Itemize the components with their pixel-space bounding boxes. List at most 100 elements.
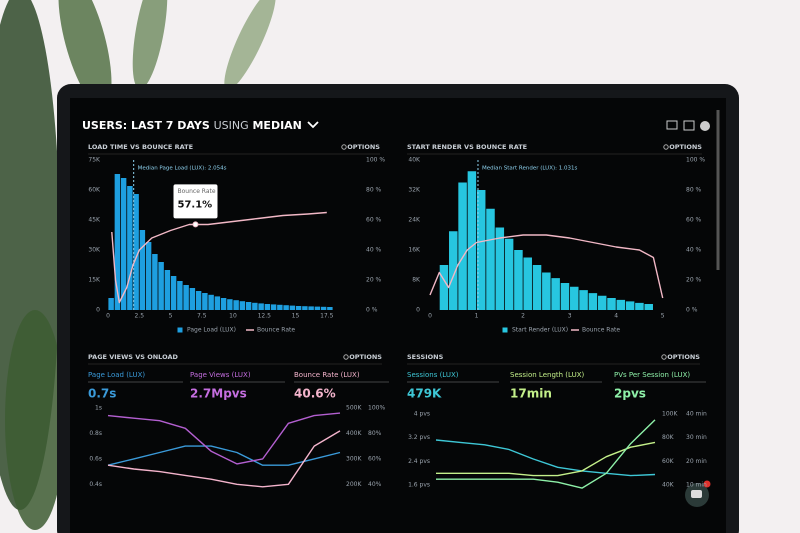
y-tick-label: 3.2 pvs bbox=[408, 434, 430, 441]
histogram-bar bbox=[139, 230, 146, 310]
options-gear[interactable] bbox=[343, 354, 349, 360]
histogram-bar bbox=[158, 262, 164, 310]
histogram-bar bbox=[270, 304, 277, 310]
options-gear[interactable] bbox=[663, 144, 669, 150]
histogram-bar bbox=[164, 270, 171, 310]
histogram-bar bbox=[458, 182, 467, 310]
y-tick-label: 0.6s bbox=[89, 455, 102, 462]
options-button[interactable]: OPTIONS bbox=[349, 353, 382, 361]
kpi-label: Page Views (LUX) bbox=[190, 371, 251, 379]
kpi-label: Sessions (LUX) bbox=[407, 371, 459, 379]
histogram-bar bbox=[114, 174, 121, 310]
y2-tick-label: 60K bbox=[662, 458, 675, 465]
y-tick-label: 40K bbox=[408, 157, 421, 164]
y2-tick-label: 20 % bbox=[686, 277, 702, 284]
y-tick-label: 1.6 pvs bbox=[408, 482, 430, 489]
legend-label[interactable]: Page Load (LUX) bbox=[187, 327, 236, 334]
median-annotation: Median Start Render (LUX): 1.031s bbox=[482, 166, 577, 172]
x-tick-label: 4 bbox=[614, 313, 618, 320]
histogram-bar bbox=[233, 300, 239, 310]
x-tick-label: 2 bbox=[521, 313, 525, 320]
panel-title: LOAD TIME VS BOUNCE RATE bbox=[88, 143, 193, 151]
histogram-bar bbox=[308, 306, 314, 310]
dropdown-chevron[interactable] bbox=[307, 121, 319, 129]
options-gear[interactable] bbox=[661, 354, 667, 360]
histogram-bar bbox=[635, 302, 644, 310]
y-tick-label: 16K bbox=[408, 247, 421, 254]
options-button[interactable]: OPTIONS bbox=[667, 353, 700, 361]
legend-label[interactable]: Bounce Rate bbox=[582, 327, 620, 334]
histogram-bar bbox=[616, 299, 626, 310]
tooltip-box bbox=[173, 184, 218, 219]
histogram-bar bbox=[504, 238, 514, 310]
histogram-bar bbox=[214, 296, 221, 310]
histogram-bar bbox=[195, 291, 202, 310]
y2-tick-label: 40 % bbox=[366, 247, 382, 254]
y-tick-label: 30K bbox=[88, 247, 101, 254]
histogram-bar bbox=[523, 257, 532, 310]
histogram-bar bbox=[625, 301, 635, 310]
histogram-bar bbox=[560, 283, 570, 310]
y2-tick-label: 20 % bbox=[366, 277, 382, 284]
y-tick-label: 32K bbox=[408, 187, 421, 194]
y2-tick-label: 80 % bbox=[366, 187, 382, 194]
y2-tick-label: 40 % bbox=[686, 247, 702, 254]
histogram-bar bbox=[644, 304, 653, 310]
series-line bbox=[429, 234, 664, 299]
options-button[interactable]: OPTIONS bbox=[669, 143, 702, 151]
histogram-bar bbox=[189, 288, 196, 310]
histogram-bar bbox=[314, 306, 321, 310]
legend-label[interactable]: Bounce Rate bbox=[257, 327, 295, 334]
histogram-bar bbox=[258, 303, 264, 310]
y-tick-label: 0.4s bbox=[89, 481, 102, 488]
y2-tick-label: 100 % bbox=[686, 157, 705, 164]
histogram-bar bbox=[495, 227, 505, 310]
kpi-label: Session Length (LUX) bbox=[510, 371, 585, 379]
kpi-value: 40.6% bbox=[294, 387, 336, 401]
dashboard-title[interactable]: USERS: LAST 7 DAYS USING MEDIAN bbox=[82, 119, 302, 132]
y2-tick-label: 100 % bbox=[366, 157, 385, 164]
histogram-bar bbox=[264, 304, 271, 310]
title-method: MEDIAN bbox=[252, 119, 301, 132]
kpi-label: PVs Per Session (LUX) bbox=[614, 371, 690, 379]
image-icon[interactable] bbox=[683, 120, 695, 131]
kpi-value: 17min bbox=[510, 387, 552, 401]
y2-tick-label: 100K bbox=[662, 410, 678, 417]
y-tick-label: 60K bbox=[88, 187, 101, 194]
y2-tick-label: 200K bbox=[346, 481, 362, 488]
y-tick-label: 0.8s bbox=[89, 430, 102, 437]
x-tick-label: 0 bbox=[106, 313, 110, 320]
title-range: LAST 7 DAYS bbox=[131, 119, 210, 132]
histogram-bar bbox=[597, 295, 607, 310]
x-tick-label: 0 bbox=[428, 313, 432, 320]
histogram-bar bbox=[202, 293, 208, 310]
y2-tick-label: 60 % bbox=[686, 217, 702, 224]
x-tick-label: 5 bbox=[661, 313, 665, 320]
histogram-bar bbox=[532, 265, 542, 310]
y2-tick-label: 60 % bbox=[366, 217, 382, 224]
y2-tick-label: 0 % bbox=[366, 307, 378, 314]
histogram-bar bbox=[289, 305, 296, 310]
y3-tick-label: 20 min bbox=[686, 458, 707, 465]
series-line bbox=[107, 445, 341, 466]
histogram-bar bbox=[283, 305, 289, 310]
options-gear[interactable] bbox=[341, 144, 347, 150]
histogram-bar bbox=[551, 278, 560, 310]
y-tick-label: 45K bbox=[88, 217, 101, 224]
x-tick-label: 12.5 bbox=[258, 313, 272, 320]
monitor-icon[interactable] bbox=[666, 120, 678, 130]
kpi-value: 2pvs bbox=[614, 387, 646, 401]
histogram-bar bbox=[133, 194, 139, 310]
histogram-bar bbox=[277, 304, 283, 310]
panel-title: SESSIONS bbox=[407, 353, 444, 361]
series-line bbox=[107, 430, 341, 488]
help-icon[interactable] bbox=[700, 121, 710, 131]
legend-label[interactable]: Start Render (LUX) bbox=[512, 327, 568, 334]
histogram-bar bbox=[152, 254, 158, 310]
options-button[interactable]: OPTIONS bbox=[347, 143, 380, 151]
x-tick-label: 17.5 bbox=[320, 313, 334, 320]
y3-tick-label: 40% bbox=[368, 481, 382, 488]
histogram-bar bbox=[127, 186, 133, 310]
kpi-label: Bounce Rate (LUX) bbox=[294, 371, 360, 379]
